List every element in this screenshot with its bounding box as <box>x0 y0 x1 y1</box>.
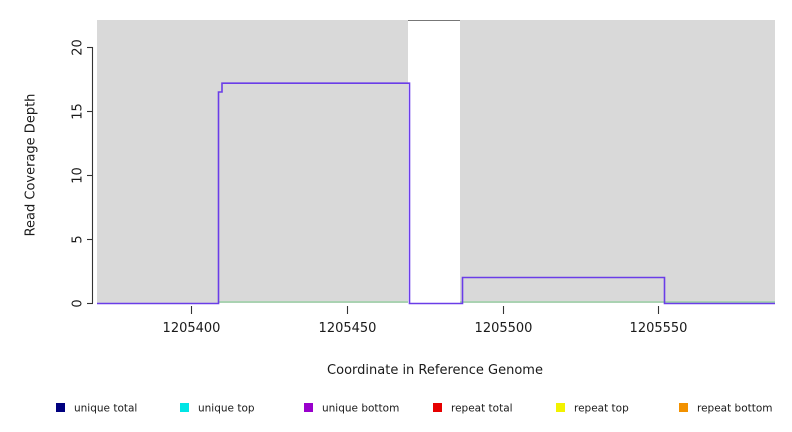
plot-background-right <box>460 20 775 303</box>
legend-label-repeat-bottom: repeat bottom <box>697 403 773 415</box>
y-tick-label-0: 0 <box>71 299 86 307</box>
x-axis-title: Coordinate in Reference Genome <box>327 363 543 378</box>
legend-swatch-unique-bottom <box>304 403 313 412</box>
legend: unique total unique top unique bottom re… <box>56 403 773 415</box>
legend-label-unique-top: unique top <box>198 403 255 415</box>
y-tick-label-20: 20 <box>71 39 86 56</box>
legend-swatch-repeat-bottom <box>679 403 688 412</box>
x-tick-label-1205550: 1205550 <box>630 321 688 336</box>
legend-label-repeat-top: repeat top <box>574 403 629 415</box>
y-tick-label-10: 10 <box>71 167 86 184</box>
legend-label-repeat-total: repeat total <box>451 403 513 415</box>
legend-label-unique-total: unique total <box>74 403 137 415</box>
legend-swatch-unique-total <box>56 403 65 412</box>
x-tick-label-1205500: 1205500 <box>475 321 533 336</box>
legend-label-unique-bottom: unique bottom <box>322 403 399 415</box>
x-tick-label-1205450: 1205450 <box>319 321 377 336</box>
series-unique-bottom-line <box>97 82 775 305</box>
legend-swatch-repeat-total <box>433 403 442 412</box>
x-tick-label-1205400: 1205400 <box>163 321 221 336</box>
y-tick-label-5: 5 <box>71 235 86 243</box>
y-tick-label-15: 15 <box>71 103 86 120</box>
plot-gap-region <box>408 20 460 303</box>
plot-background-left <box>97 20 408 303</box>
legend-swatch-unique-top <box>180 403 189 412</box>
legend-swatch-repeat-top <box>556 403 565 412</box>
y-axis-title: Read Coverage Depth <box>24 94 39 237</box>
